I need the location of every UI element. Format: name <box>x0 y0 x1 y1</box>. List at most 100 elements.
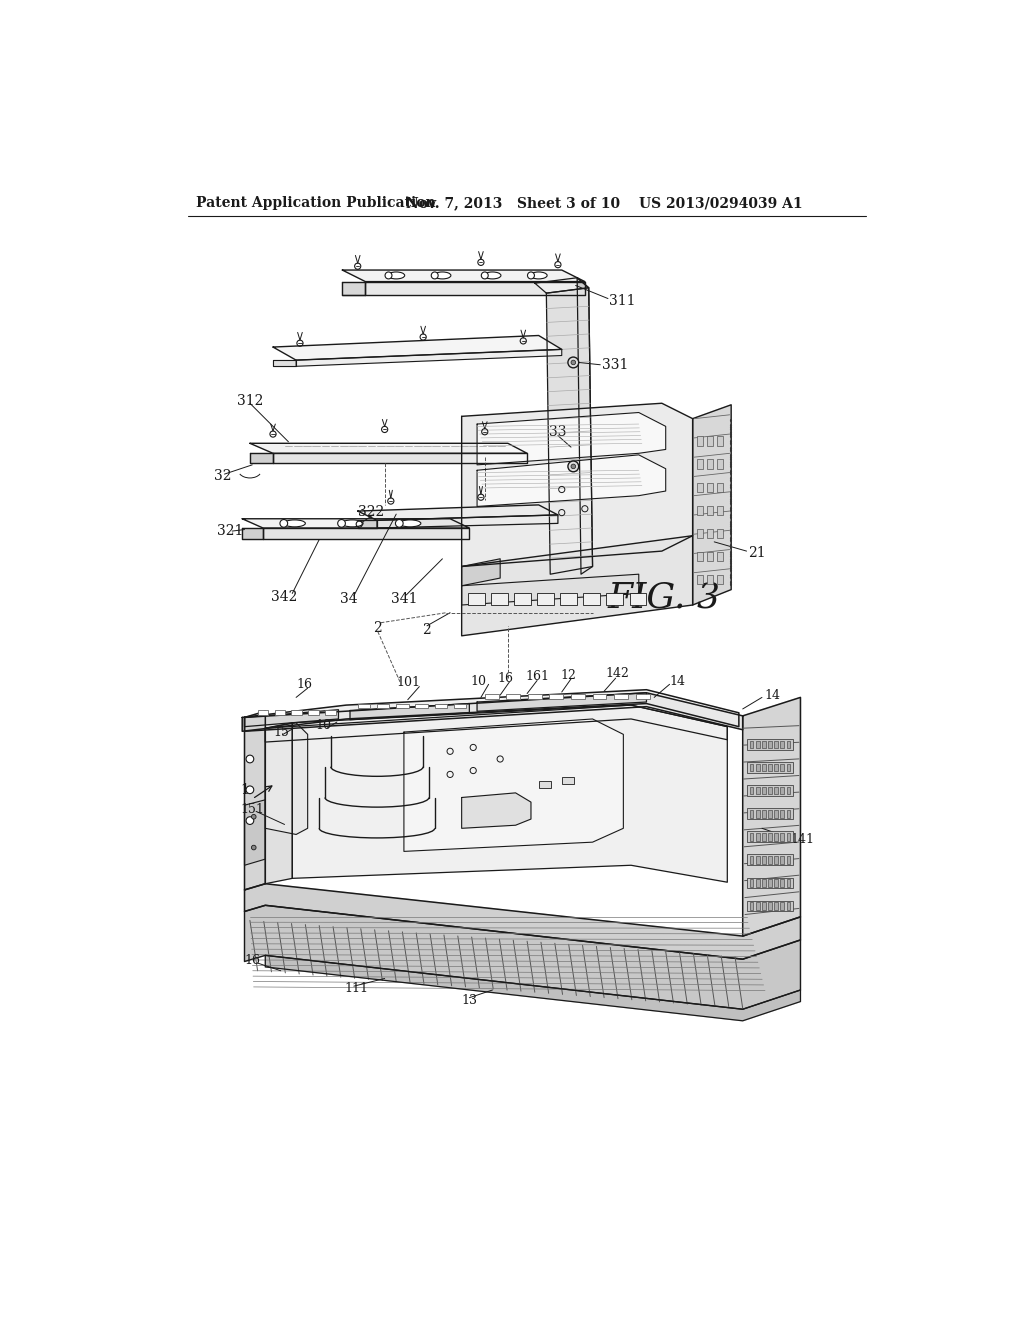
Ellipse shape <box>388 272 404 279</box>
Bar <box>768 833 772 841</box>
Bar <box>768 810 772 817</box>
Text: 1: 1 <box>241 783 250 797</box>
Polygon shape <box>578 277 593 574</box>
Text: 14: 14 <box>670 675 685 688</box>
Ellipse shape <box>434 272 451 279</box>
Bar <box>707 483 713 492</box>
Bar <box>768 763 772 771</box>
Bar <box>707 506 713 515</box>
Bar <box>786 903 791 909</box>
Bar <box>606 594 624 605</box>
Circle shape <box>246 755 254 763</box>
Circle shape <box>252 814 256 818</box>
Bar <box>614 694 628 700</box>
Text: 10: 10 <box>315 719 332 733</box>
Bar <box>707 529 713 539</box>
Polygon shape <box>477 455 666 507</box>
Polygon shape <box>273 453 527 462</box>
Bar <box>774 857 778 863</box>
Bar <box>756 833 760 841</box>
Bar <box>762 903 766 909</box>
Polygon shape <box>245 884 801 960</box>
Bar <box>750 903 754 909</box>
Bar <box>768 879 772 887</box>
Text: 14: 14 <box>764 689 780 702</box>
Text: 21: 21 <box>749 546 766 561</box>
Text: 142: 142 <box>605 667 630 680</box>
Bar <box>584 594 600 605</box>
Bar <box>774 763 778 771</box>
Polygon shape <box>742 697 801 936</box>
Bar <box>780 763 784 771</box>
Bar <box>696 437 702 446</box>
Bar <box>774 787 778 795</box>
Bar <box>780 833 784 841</box>
Bar <box>762 741 766 748</box>
Bar <box>762 763 766 771</box>
Polygon shape <box>692 405 731 605</box>
Polygon shape <box>462 404 692 566</box>
Ellipse shape <box>484 272 501 279</box>
Polygon shape <box>265 723 307 834</box>
Bar <box>746 900 793 911</box>
Text: 13: 13 <box>462 994 477 1007</box>
Text: 10: 10 <box>471 675 486 688</box>
Bar <box>357 705 370 708</box>
Bar <box>780 741 784 748</box>
Circle shape <box>571 465 575 469</box>
Bar <box>780 879 784 887</box>
Bar <box>717 552 723 561</box>
Polygon shape <box>273 335 562 360</box>
Text: 2: 2 <box>373 622 382 635</box>
Bar <box>696 552 702 561</box>
Polygon shape <box>243 519 469 528</box>
Bar <box>768 857 772 863</box>
Bar <box>762 787 766 795</box>
Polygon shape <box>245 693 742 731</box>
Bar <box>258 710 268 715</box>
Circle shape <box>568 461 579 471</box>
Bar <box>756 903 760 909</box>
Bar <box>756 857 760 863</box>
Bar <box>750 879 754 887</box>
Polygon shape <box>265 723 292 884</box>
Circle shape <box>338 520 345 527</box>
Polygon shape <box>296 350 562 367</box>
Bar <box>416 705 428 708</box>
Polygon shape <box>462 793 531 829</box>
Bar <box>750 857 754 863</box>
Circle shape <box>527 272 535 279</box>
Circle shape <box>385 272 392 279</box>
Bar <box>786 857 791 863</box>
Bar <box>707 459 713 469</box>
Polygon shape <box>243 528 263 539</box>
Text: 141: 141 <box>791 833 814 846</box>
Text: 12: 12 <box>560 668 577 681</box>
Bar <box>774 741 778 748</box>
Polygon shape <box>245 710 339 726</box>
Bar <box>746 808 793 818</box>
Polygon shape <box>477 412 666 465</box>
Polygon shape <box>547 288 593 574</box>
Text: 34: 34 <box>340 591 357 606</box>
Text: 311: 311 <box>609 294 636 308</box>
Bar <box>774 903 778 909</box>
Text: Patent Application Publication: Patent Application Publication <box>196 197 435 210</box>
Bar <box>762 879 766 887</box>
Text: 321: 321 <box>217 524 243 539</box>
Bar <box>696 459 702 469</box>
Bar <box>774 879 778 887</box>
Bar <box>468 594 484 605</box>
Bar <box>539 780 551 788</box>
Bar <box>562 776 574 784</box>
Bar <box>750 787 754 795</box>
Bar <box>514 594 531 605</box>
Bar <box>756 810 760 817</box>
Bar <box>630 594 646 605</box>
Bar <box>593 694 606 700</box>
Text: 15: 15 <box>273 726 289 739</box>
Bar <box>717 576 723 585</box>
Circle shape <box>246 817 254 825</box>
Circle shape <box>280 520 288 527</box>
Bar <box>717 483 723 492</box>
